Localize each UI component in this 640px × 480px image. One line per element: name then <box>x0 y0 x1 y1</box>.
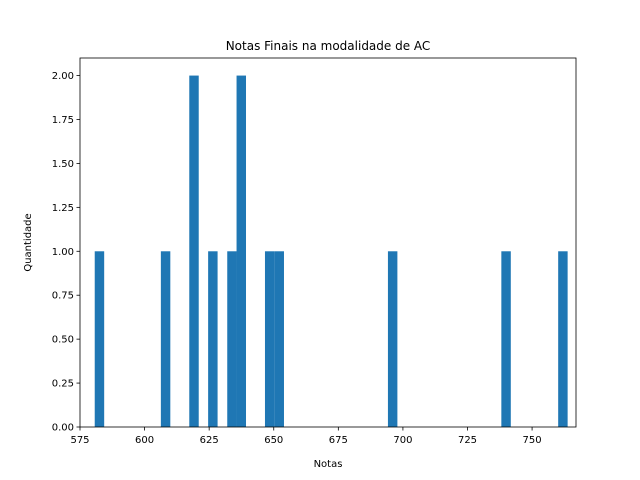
x-tick-label: 650 <box>264 435 283 446</box>
histogram-bars <box>94 75 568 428</box>
y-tick-label: 0.25 <box>52 379 74 390</box>
histogram-bar-3 <box>208 251 218 427</box>
histogram-bar-5 <box>236 75 247 428</box>
x-tick-label: 700 <box>393 435 412 446</box>
y-tick-label: 1.75 <box>52 115 74 126</box>
y-tick-label: 0.00 <box>52 423 74 434</box>
histogram-bar-2 <box>189 75 199 428</box>
histogram-bar-8 <box>387 251 398 427</box>
x-axis-label: Notas <box>314 459 343 470</box>
y-tick-label: 0.50 <box>52 335 74 346</box>
x-tick-label: 625 <box>200 435 219 446</box>
x-tick-label: 725 <box>458 435 477 446</box>
axes-frame <box>79 57 577 428</box>
histogram-bar-4 <box>227 251 237 427</box>
histogram-bar-0 <box>94 251 105 427</box>
y-tick-label: 1.25 <box>52 203 74 214</box>
x-tick-label: 675 <box>329 435 348 446</box>
chart-title: Notas Finais na modalidade de AC <box>226 39 431 53</box>
histogram-bar-9 <box>501 251 511 427</box>
y-tick-label: 1.50 <box>52 159 74 170</box>
y-tick-label: 0.75 <box>52 291 74 302</box>
histogram-bar-7 <box>274 251 284 427</box>
y-axis-label: Quantidade <box>23 213 34 271</box>
y-axis-ticks: 0.00 0.25 0.50 0.75 1.00 1.25 1.50 1.75 2.00 <box>52 71 80 434</box>
x-tick-label: 575 <box>70 435 89 446</box>
histogram-bar-1 <box>160 251 171 427</box>
x-tick-label: 600 <box>135 435 154 446</box>
y-tick-label: 1.00 <box>52 247 74 258</box>
histogram-bar-10 <box>558 251 568 427</box>
histogram-bar-6 <box>264 251 275 427</box>
y-tick-label: 2.00 <box>52 71 74 82</box>
x-tick-label: 750 <box>523 435 542 446</box>
x-axis-ticks: 575 600 625 650 675 700 725 750 <box>70 427 542 446</box>
